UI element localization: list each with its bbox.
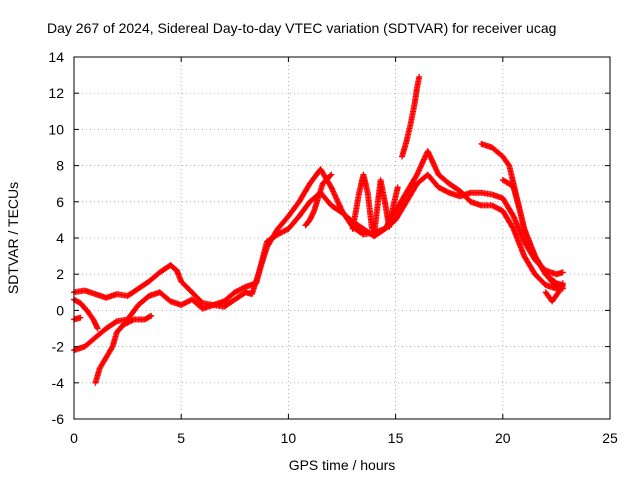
data-point-marker: [559, 280, 566, 287]
y-tick-label: 12: [48, 85, 64, 101]
y-axis-label: SDTVAR / TECUs: [5, 182, 21, 294]
y-tick-label: -4: [52, 375, 65, 391]
data-point-marker: [394, 184, 401, 191]
data-point-marker: [328, 171, 335, 178]
axis-ticks: 0 5 10 15 20 25 -6 -4 -2 0 2 4 6 8 10 12 14: [48, 49, 618, 446]
x-tick-label: 20: [495, 430, 511, 446]
data-point-marker: [129, 317, 136, 324]
series-track-5: [71, 314, 84, 323]
data-point-marker: [148, 312, 155, 319]
y-tick-label: 8: [56, 158, 64, 174]
data-point-marker: [77, 314, 84, 321]
series-track-1: [71, 148, 566, 310]
y-tick-label: -6: [52, 411, 65, 427]
y-tick-label: 2: [56, 266, 64, 282]
series-track-7: [371, 177, 401, 238]
y-tick-label: 14: [48, 49, 64, 65]
data-point-marker: [509, 224, 516, 231]
data-point-marker: [112, 319, 119, 326]
data-point-marker: [505, 161, 512, 168]
series-track-4: [71, 296, 101, 332]
x-tick-label: 5: [177, 430, 185, 446]
data-point-marker: [146, 313, 153, 320]
series-track-9: [302, 171, 335, 229]
data-point-marker: [241, 284, 248, 291]
grid-lines: [74, 57, 610, 419]
data-point-marker: [416, 73, 423, 80]
y-tick-label: 0: [56, 302, 64, 318]
data-point-marker: [94, 325, 101, 332]
data-point-marker: [327, 172, 334, 179]
series-track-2: [71, 171, 566, 354]
y-tick-label: 4: [56, 230, 64, 246]
data-point-marker: [444, 189, 451, 196]
y-tick-label: 10: [48, 121, 64, 137]
data-point-marker: [369, 225, 376, 232]
chart-title: Day 267 of 2024, Sidereal Day-to-day VTE…: [47, 20, 556, 36]
y-tick-label: -2: [52, 339, 65, 355]
series-track-3: [92, 312, 155, 386]
x-axis-label: GPS time / hours: [289, 457, 396, 473]
series-track-11: [499, 177, 566, 292]
y-tick-label: 6: [56, 194, 64, 210]
data-points: [71, 73, 566, 386]
data-point-marker: [559, 269, 566, 276]
series-track-6: [399, 73, 423, 160]
x-tick-label: 10: [281, 430, 297, 446]
x-tick-label: 15: [388, 430, 404, 446]
x-tick-label: 0: [70, 430, 78, 446]
series-track-8: [349, 171, 376, 232]
x-tick-label: 25: [602, 430, 618, 446]
series-track-12: [542, 280, 566, 305]
